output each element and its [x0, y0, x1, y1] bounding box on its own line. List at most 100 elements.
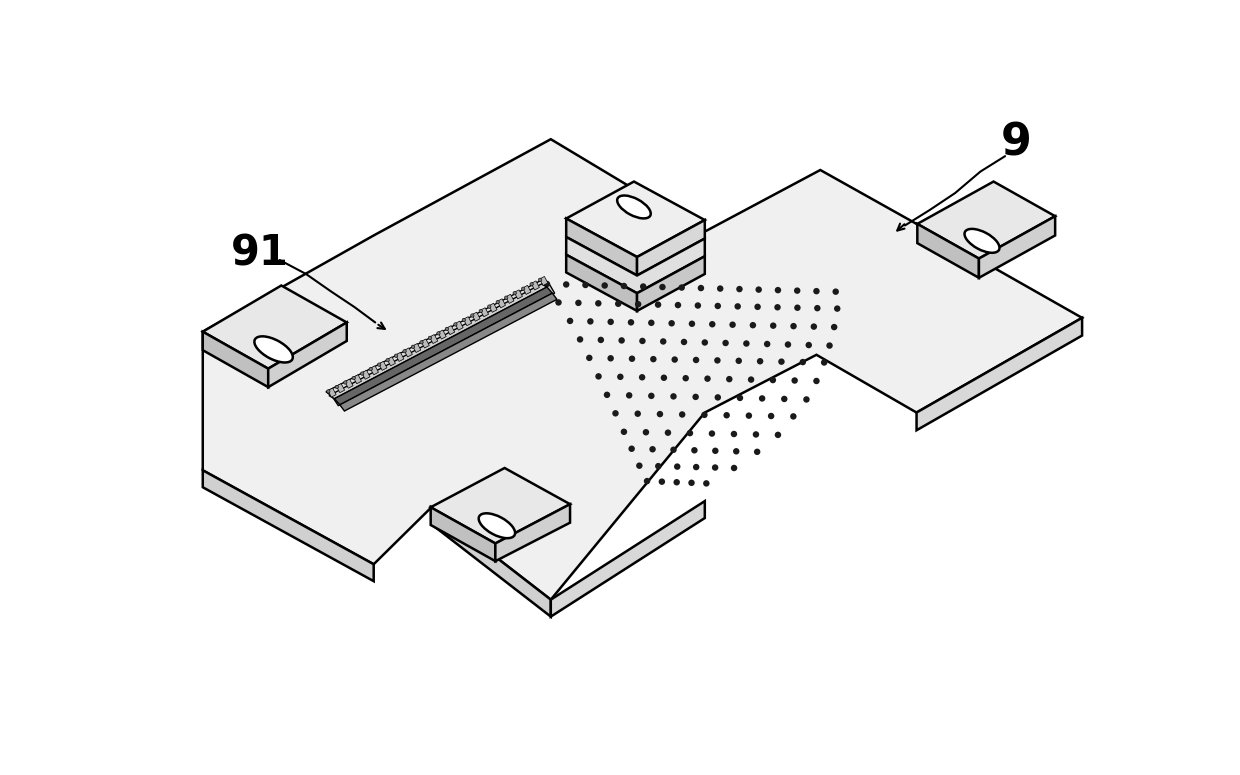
Polygon shape [396, 353, 404, 361]
Circle shape [658, 478, 665, 485]
Circle shape [671, 393, 677, 400]
Circle shape [755, 287, 761, 293]
Circle shape [730, 431, 738, 437]
Circle shape [694, 302, 701, 308]
Circle shape [608, 319, 614, 325]
Circle shape [727, 376, 733, 382]
Circle shape [800, 359, 806, 365]
Circle shape [598, 336, 604, 343]
Circle shape [575, 300, 582, 306]
Circle shape [714, 394, 720, 401]
Circle shape [678, 284, 684, 291]
Ellipse shape [254, 336, 293, 363]
Circle shape [729, 322, 735, 328]
Polygon shape [978, 216, 1055, 277]
Circle shape [768, 413, 774, 419]
Circle shape [806, 342, 812, 348]
Circle shape [377, 363, 381, 367]
Polygon shape [345, 379, 353, 388]
Circle shape [691, 447, 698, 453]
Circle shape [615, 301, 621, 307]
Polygon shape [340, 293, 557, 411]
Circle shape [737, 286, 743, 292]
Circle shape [487, 305, 491, 308]
Polygon shape [268, 322, 347, 388]
Circle shape [775, 432, 781, 438]
Circle shape [556, 299, 562, 305]
Circle shape [815, 305, 821, 312]
Polygon shape [203, 140, 1083, 600]
Polygon shape [203, 285, 347, 369]
Circle shape [619, 337, 625, 343]
Polygon shape [567, 181, 704, 257]
Circle shape [629, 446, 635, 452]
Circle shape [639, 338, 646, 344]
Circle shape [335, 385, 339, 388]
Polygon shape [430, 508, 495, 561]
Circle shape [661, 374, 667, 381]
Polygon shape [455, 321, 464, 330]
Polygon shape [472, 312, 480, 321]
Circle shape [770, 322, 776, 329]
Circle shape [640, 284, 646, 290]
Circle shape [583, 282, 589, 288]
Circle shape [754, 449, 760, 455]
Circle shape [463, 319, 465, 322]
Circle shape [665, 429, 671, 436]
Circle shape [681, 339, 687, 345]
Circle shape [595, 373, 601, 380]
Polygon shape [336, 384, 345, 393]
Circle shape [626, 392, 632, 398]
Circle shape [613, 410, 619, 416]
Polygon shape [515, 290, 522, 299]
Circle shape [577, 336, 583, 343]
Circle shape [655, 463, 661, 470]
Polygon shape [523, 285, 531, 294]
Circle shape [756, 358, 764, 364]
Circle shape [712, 464, 718, 470]
Circle shape [673, 479, 680, 485]
Circle shape [650, 356, 657, 363]
Circle shape [454, 322, 458, 326]
Circle shape [394, 354, 398, 357]
Circle shape [604, 391, 610, 398]
Circle shape [688, 321, 696, 327]
Circle shape [642, 429, 650, 436]
Circle shape [479, 309, 482, 313]
Circle shape [687, 430, 693, 436]
Circle shape [785, 341, 791, 348]
Circle shape [538, 278, 542, 281]
Circle shape [781, 396, 787, 402]
Circle shape [734, 303, 742, 310]
Circle shape [608, 355, 614, 361]
Circle shape [660, 284, 666, 291]
Polygon shape [438, 330, 446, 339]
Polygon shape [637, 257, 704, 311]
Circle shape [770, 377, 776, 384]
Circle shape [790, 323, 797, 329]
Circle shape [636, 463, 642, 469]
Polygon shape [203, 470, 373, 581]
Circle shape [428, 336, 432, 339]
Polygon shape [432, 508, 551, 617]
Polygon shape [464, 317, 471, 326]
Circle shape [587, 355, 593, 361]
Circle shape [621, 429, 627, 435]
Circle shape [774, 304, 781, 311]
Circle shape [804, 396, 810, 403]
Polygon shape [413, 343, 420, 353]
Polygon shape [203, 332, 268, 388]
Circle shape [361, 372, 363, 375]
Circle shape [650, 446, 656, 453]
Polygon shape [567, 255, 637, 311]
Circle shape [675, 301, 681, 308]
Circle shape [723, 339, 729, 346]
Circle shape [826, 343, 833, 349]
Polygon shape [539, 277, 548, 285]
Circle shape [412, 345, 414, 349]
Circle shape [703, 480, 709, 487]
Circle shape [693, 356, 699, 363]
Polygon shape [404, 348, 413, 357]
Polygon shape [422, 339, 429, 348]
Polygon shape [497, 299, 506, 308]
